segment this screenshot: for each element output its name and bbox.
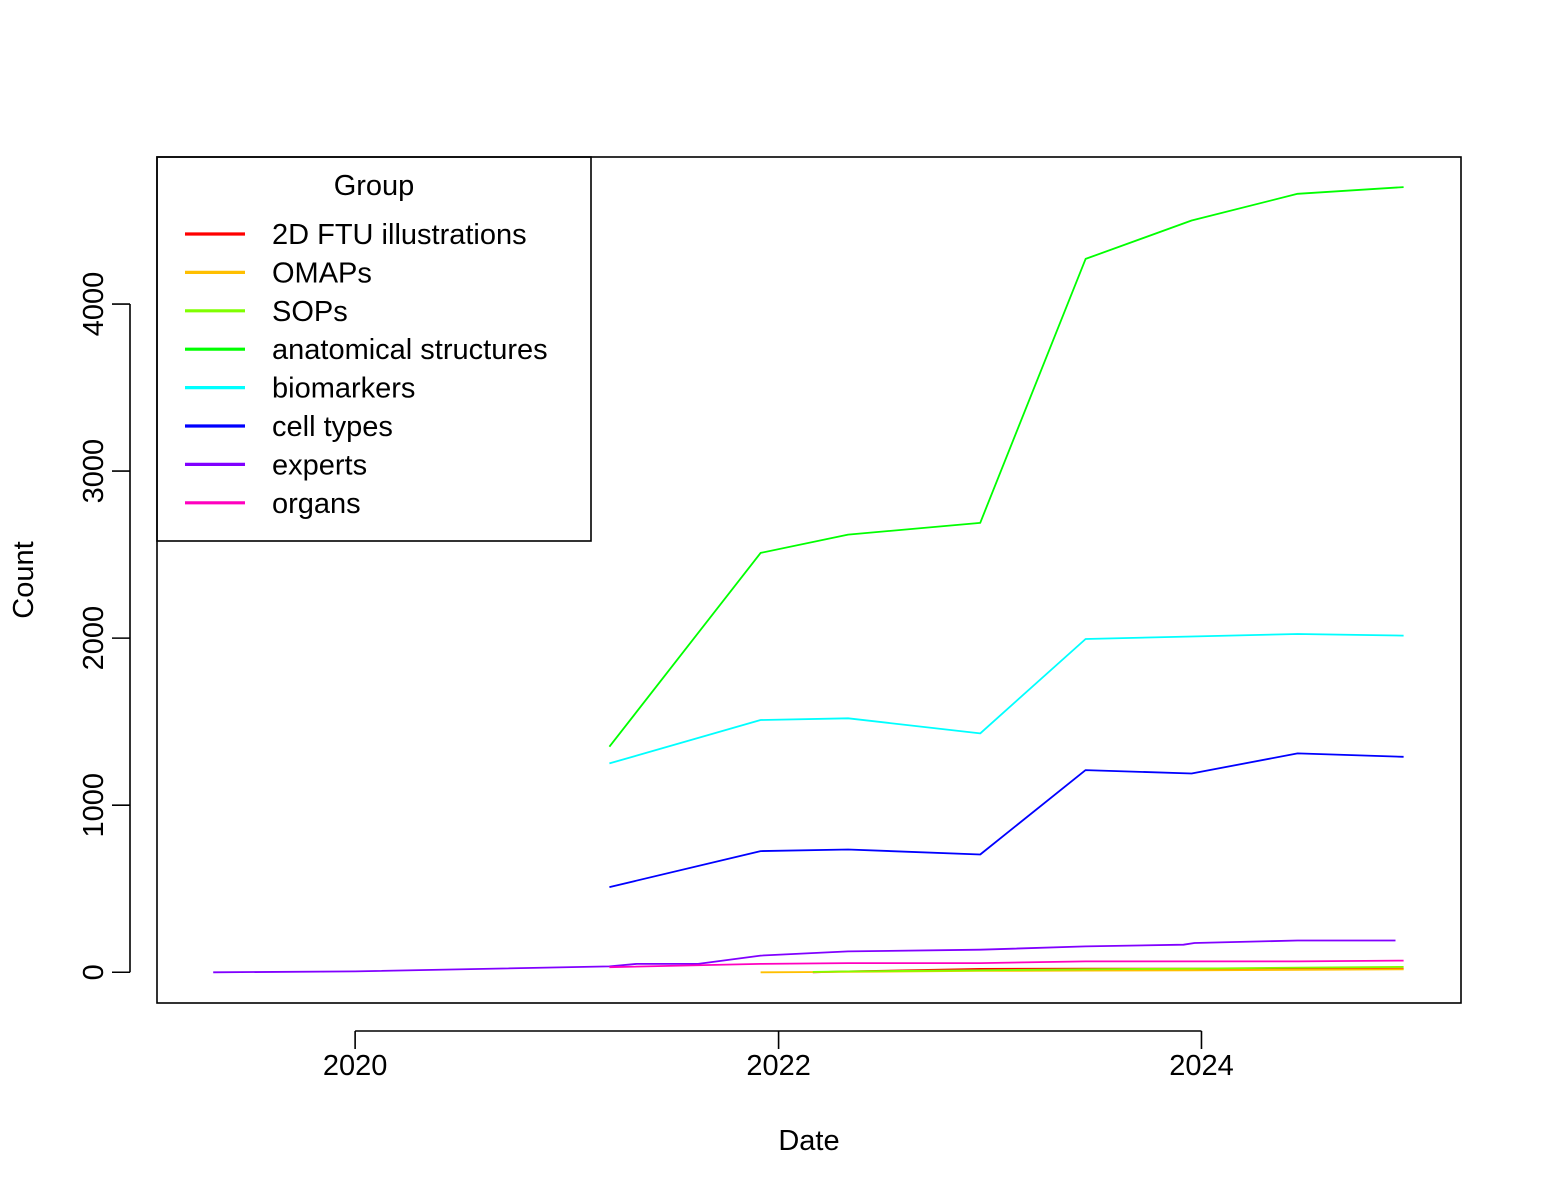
legend-label-biomarkers: biomarkers (272, 373, 415, 405)
legend-label-2d-ftu-illustrations: 2D FTU illustrations (272, 219, 527, 251)
series-line-sops (812, 966, 1404, 973)
legend-box (156, 156, 592, 542)
y-axis: 0 1000 2000 3000 4000 (78, 272, 131, 980)
legend-label-experts: experts (272, 449, 367, 481)
series-line-biomarkers (609, 633, 1404, 765)
y-tick-label: 3000 (78, 439, 110, 504)
legend-items: 2D FTU illustrations OMAPs SOPs anatomical … (185, 219, 548, 520)
series-line-cell-types (609, 752, 1404, 888)
series-layer (213, 186, 1404, 974)
legend-label-omaps: OMAPs (272, 257, 372, 289)
series-line-organs (609, 959, 1404, 969)
legend-label-sops: SOPs (272, 296, 348, 328)
legend-label-organs: organs (272, 488, 361, 520)
plot-area-border (156, 156, 1462, 1004)
x-tick-label: 2022 (746, 1050, 811, 1082)
series-line-anatomical-structures (608, 186, 1404, 748)
x-axis-title: Date (778, 1125, 839, 1157)
y-tick-label: 0 (78, 964, 110, 980)
legend-label-anatomical-structures: anatomical structures (272, 334, 548, 366)
legend: Group 2D FTU illustrations OMAPs SOPs anato… (156, 156, 592, 542)
legend-title: Group (334, 170, 415, 202)
x-tick-label: 2020 (323, 1050, 388, 1082)
y-tick-label: 1000 (78, 773, 110, 838)
legend-label-cell-types: cell types (272, 411, 393, 443)
x-axis: 2020 2022 2024 (323, 1030, 1234, 1082)
y-axis-title: Count (8, 541, 40, 618)
y-tick-label: 4000 (78, 272, 110, 337)
y-tick-label: 2000 (78, 606, 110, 671)
x-tick-label: 2024 (1169, 1050, 1234, 1082)
